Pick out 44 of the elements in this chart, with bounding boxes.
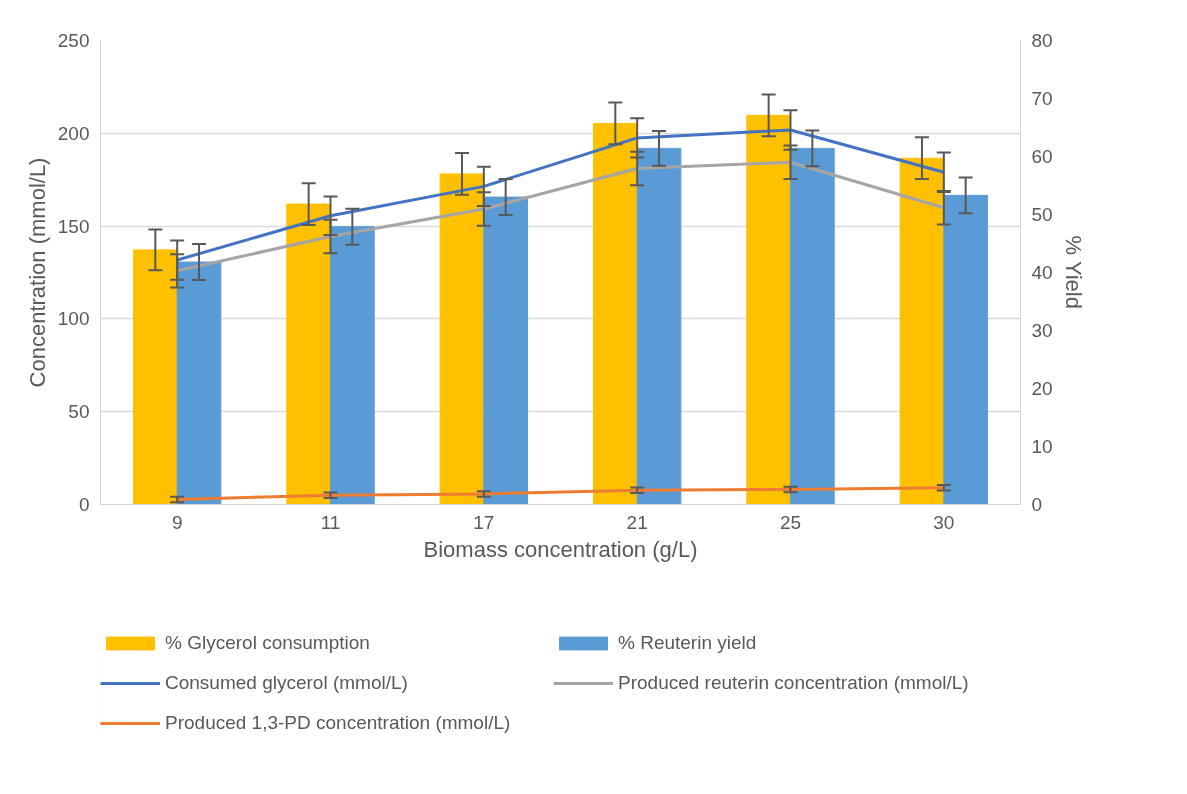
bar [746, 114, 791, 505]
bar [132, 249, 178, 505]
x-tick-label: 11 [320, 511, 341, 533]
x-tick-label: 17 [473, 511, 495, 533]
legend-label: Produced 1,3-PD concentration (mmol/L) [165, 712, 512, 734]
x-tick-label: 9 [171, 511, 183, 533]
y2-axis-title: % Yield [1060, 235, 1086, 309]
legend-label: Produced reuterin concentration (mmol/L) [618, 672, 970, 694]
y2-tick-label: 70 [1031, 88, 1053, 109]
bar [790, 147, 835, 505]
y-tick-label: 0 [78, 494, 90, 515]
line-series [175, 160, 946, 273]
legend-label: % Reuterin yield [618, 632, 758, 654]
bar [330, 226, 375, 505]
bar [483, 196, 529, 505]
y2-tick-label: 50 [1031, 204, 1053, 225]
x-tick-label: 21 [626, 511, 648, 533]
bar [899, 157, 945, 505]
line-series [175, 486, 946, 501]
x-axis-title: Biomass concentration (g/L) [423, 536, 698, 562]
x-tick-label: 25 [779, 511, 802, 533]
y-tick-label: 50 [68, 401, 90, 423]
bar [943, 194, 989, 505]
bar [439, 173, 485, 505]
bar [636, 147, 682, 505]
y2-tick-label: 30 [1031, 320, 1053, 341]
y-axis-title: Concentration (mmol/L) [24, 157, 50, 388]
y-tick-label: 200 [57, 122, 90, 144]
legend-label: Consumed glycerol (mmol/L) [165, 672, 409, 694]
bar [592, 122, 638, 505]
y2-tick-label: 40 [1031, 262, 1053, 283]
bar [176, 261, 222, 505]
bar [286, 203, 331, 505]
y2-tick-label: 0 [1031, 494, 1043, 515]
y-tick-label: 250 [57, 30, 90, 51]
y-tick-label: 100 [57, 308, 90, 330]
line-series [175, 128, 946, 262]
legend-label: % Glycerol consumption [165, 632, 371, 654]
y2-tick-label: 20 [1031, 378, 1053, 399]
y2-tick-label: 60 [1031, 146, 1053, 167]
y-tick-label: 150 [57, 215, 90, 237]
y2-tick-label: 10 [1031, 436, 1053, 457]
x-tick-label: 30 [933, 511, 955, 533]
y2-tick-label: 80 [1031, 30, 1053, 51]
